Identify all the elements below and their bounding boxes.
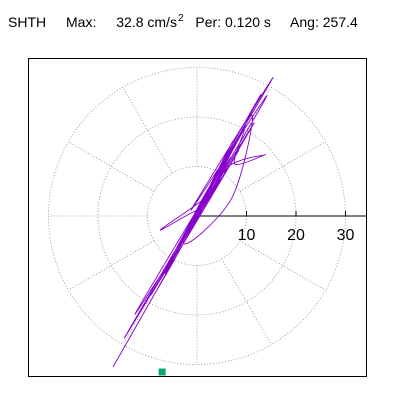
grid-spoke-210 <box>68 240 155 291</box>
radial-tick-label-10: 10 <box>238 227 256 244</box>
period-value: 0.120 s <box>224 14 271 30</box>
max-label: Max: <box>66 14 97 30</box>
radial-tick-label-30: 30 <box>337 227 355 244</box>
period-label: Per: <box>195 14 222 30</box>
grid-spoke-30 <box>239 141 326 192</box>
max-unit-exponent: 2 <box>177 13 184 24</box>
radial-tick-label-20: 20 <box>287 227 305 244</box>
chart-header: SHTH Max: 32.8 cm/s2 Per: 0.120 s Ang: 2… <box>8 13 358 30</box>
grid-spoke-300 <box>221 258 272 345</box>
marker-layer <box>158 368 166 376</box>
angle-value: 257.4 <box>322 14 358 30</box>
series-trace-0 <box>112 77 274 367</box>
plot-frame <box>28 58 367 377</box>
grid-spoke-120 <box>122 87 173 174</box>
trace-layer <box>112 77 274 367</box>
grid-spoke-150 <box>68 141 155 192</box>
peak-marker <box>158 368 166 376</box>
radial-axis: 10 20 30 <box>197 211 366 244</box>
max-value: 32.8 <box>116 14 144 30</box>
angle-label: Ang: <box>290 14 319 30</box>
station-code: SHTH <box>8 14 47 30</box>
max-unit: cm/s <box>147 14 177 30</box>
